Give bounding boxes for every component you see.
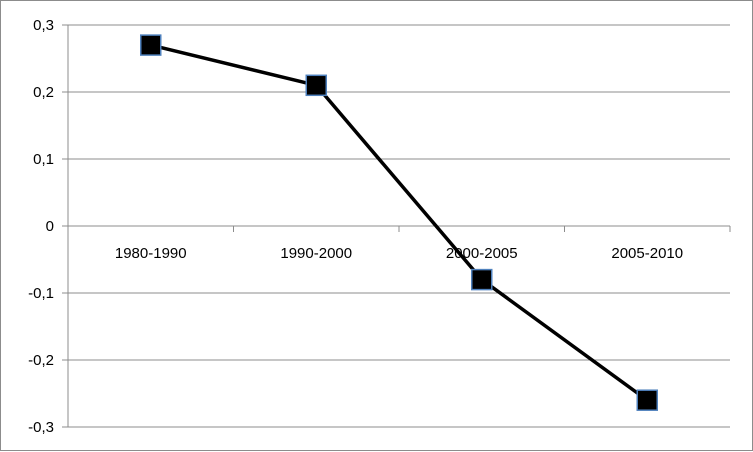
x-axis-labels: 1980-1990 1990-2000 2000-2005 2005-2010 <box>115 245 683 262</box>
y-tick-label: -0,1 <box>28 285 54 302</box>
x-tick-label: 2005-2010 <box>611 245 683 262</box>
series-line <box>150 43 649 402</box>
y-axis-ticks: 0,3 0,2 0,1 0 -0,1 -0,2 -0,3 <box>28 17 54 436</box>
x-tick-label: 1990-2000 <box>280 245 352 262</box>
data-point-marker <box>471 268 493 291</box>
y-tick-label: 0,3 <box>33 17 54 34</box>
gridlines <box>68 24 730 428</box>
y-tick-label: -0,2 <box>28 352 54 369</box>
y-tick-label: 0 <box>46 218 54 235</box>
y-tick-label: 0,1 <box>33 151 54 168</box>
y-tick-label: 0,2 <box>33 84 54 101</box>
axes <box>62 24 731 428</box>
markers <box>140 34 658 411</box>
data-point-marker <box>140 34 162 56</box>
data-point-marker <box>636 389 658 411</box>
x-tick-label: 1980-1990 <box>115 245 187 262</box>
series <box>150 43 649 402</box>
data-point-marker <box>305 74 327 97</box>
y-tick-label: -0,3 <box>28 419 54 436</box>
